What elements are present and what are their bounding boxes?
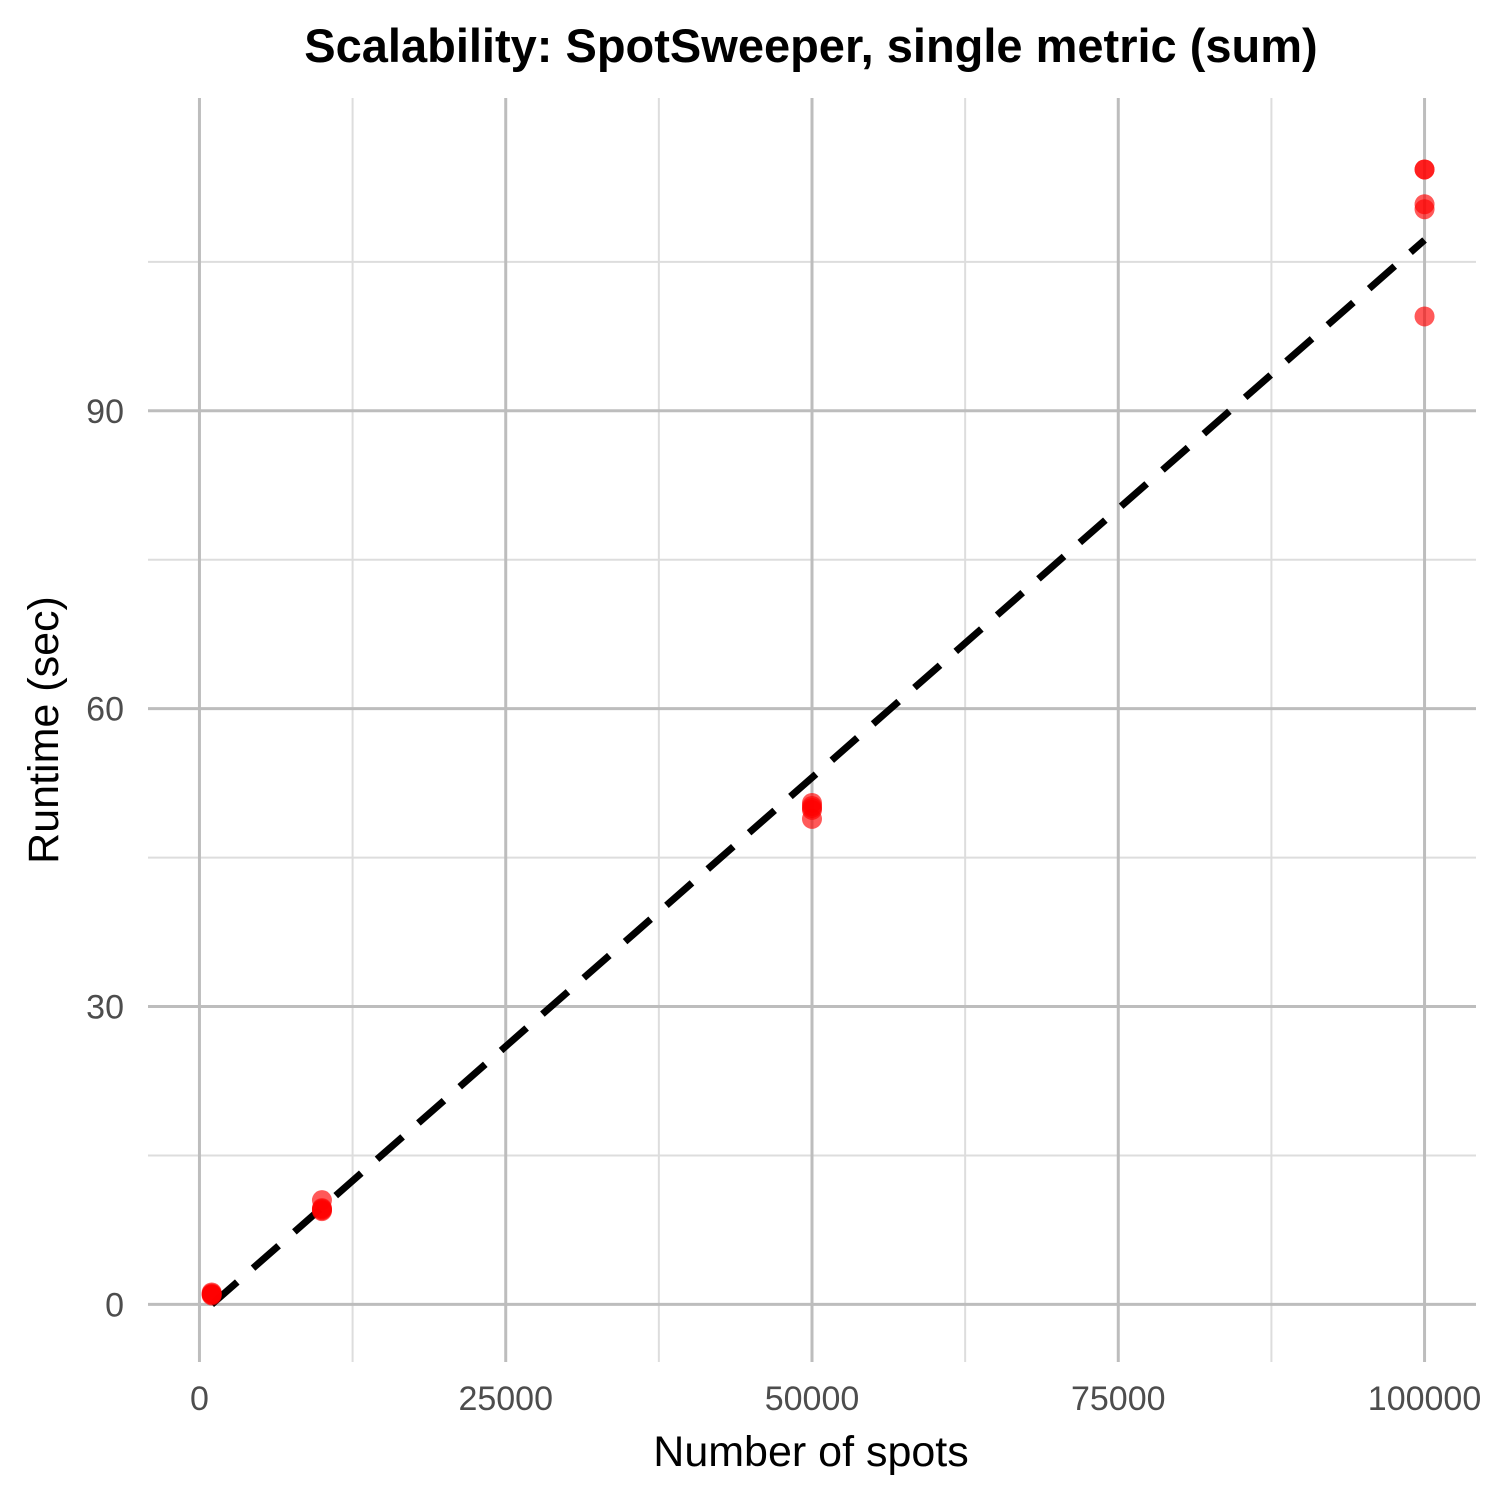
y-axis-label: Runtime (sec) [20,596,68,864]
trend-line [209,237,1427,1308]
data-point [1414,306,1435,327]
data-point [1414,159,1435,180]
data-points [201,159,1435,1306]
x-axis-label: Number of spots [653,1428,968,1476]
fit-line-layer [209,237,1427,1308]
x-tick-label: 100000 [1368,1380,1481,1418]
y-tick-label: 60 [86,691,124,729]
y-tick-label: 0 [105,1286,124,1324]
chart-title: Scalability: SpotSweeper, single metric … [304,19,1317,72]
x-tick-label: 25000 [458,1380,553,1418]
y-tick-label: 30 [86,989,124,1027]
data-point [802,808,822,829]
x-tick-label: 50000 [765,1380,860,1418]
x-tick-label: 75000 [1071,1380,1166,1418]
x-axis-ticks: 0 25000 50000 75000 100000 [190,1380,1481,1418]
x-tick-label: 0 [190,1380,209,1418]
data-point [1414,199,1435,220]
major-grid [148,98,1476,1362]
y-axis-ticks: 0 30 60 90 [86,393,124,1325]
y-tick-label: 90 [86,393,124,431]
data-point [201,1284,222,1305]
data-point [311,1201,332,1222]
